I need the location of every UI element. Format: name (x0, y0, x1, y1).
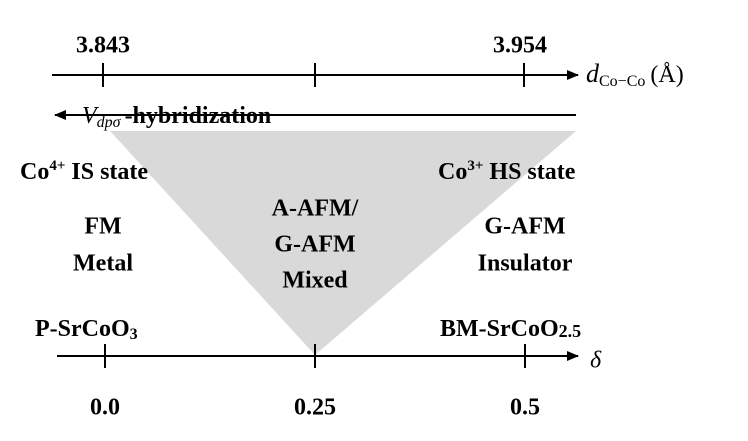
order: G-AFM (484, 214, 565, 240)
order: FM (84, 214, 121, 240)
state-text: IS state (71, 159, 148, 185)
state: Co3+ HS state (438, 158, 576, 184)
compound: BM-SrCoO2.5 (440, 316, 581, 342)
subscript: 3 (130, 326, 138, 343)
tick-label: 3.843 (76, 33, 130, 59)
transport: Metal (73, 251, 133, 277)
phase-line: A-AFM/ (272, 196, 359, 222)
state: Co4+ IS state (20, 158, 148, 184)
tick-label: 0.25 (294, 395, 336, 421)
tick-label: 3.954 (493, 33, 547, 59)
state-text: HS state (489, 159, 575, 185)
subscript: 2.5 (559, 321, 582, 341)
transport: Insulator (478, 251, 573, 277)
symbol: d (586, 59, 600, 88)
element: Co (438, 159, 467, 185)
text: -hybridization (125, 103, 272, 129)
unit: (Å) (650, 62, 683, 88)
phase-line: G-AFM (274, 232, 355, 258)
phase-line: Mixed (282, 268, 348, 294)
compound: P-SrCoO3 (35, 316, 138, 343)
charge: 3+ (467, 158, 483, 174)
subscript: Co−Co (599, 73, 645, 90)
axis-label: δ (590, 348, 602, 374)
formula: P-SrCoO (35, 316, 130, 342)
symbol: V (82, 103, 99, 129)
tick-label: 0.0 (90, 395, 120, 421)
arrow-label: Vdpσ -hybridization (82, 103, 271, 131)
charge: 4+ (49, 158, 65, 174)
formula: BM-SrCoO (440, 316, 559, 342)
subscript: dpσ (97, 114, 122, 131)
tick-label: 0.5 (510, 395, 540, 421)
axis-label: dCo−Co (Å) (586, 59, 684, 90)
phase-triangle (110, 131, 576, 355)
element: Co (20, 159, 49, 185)
